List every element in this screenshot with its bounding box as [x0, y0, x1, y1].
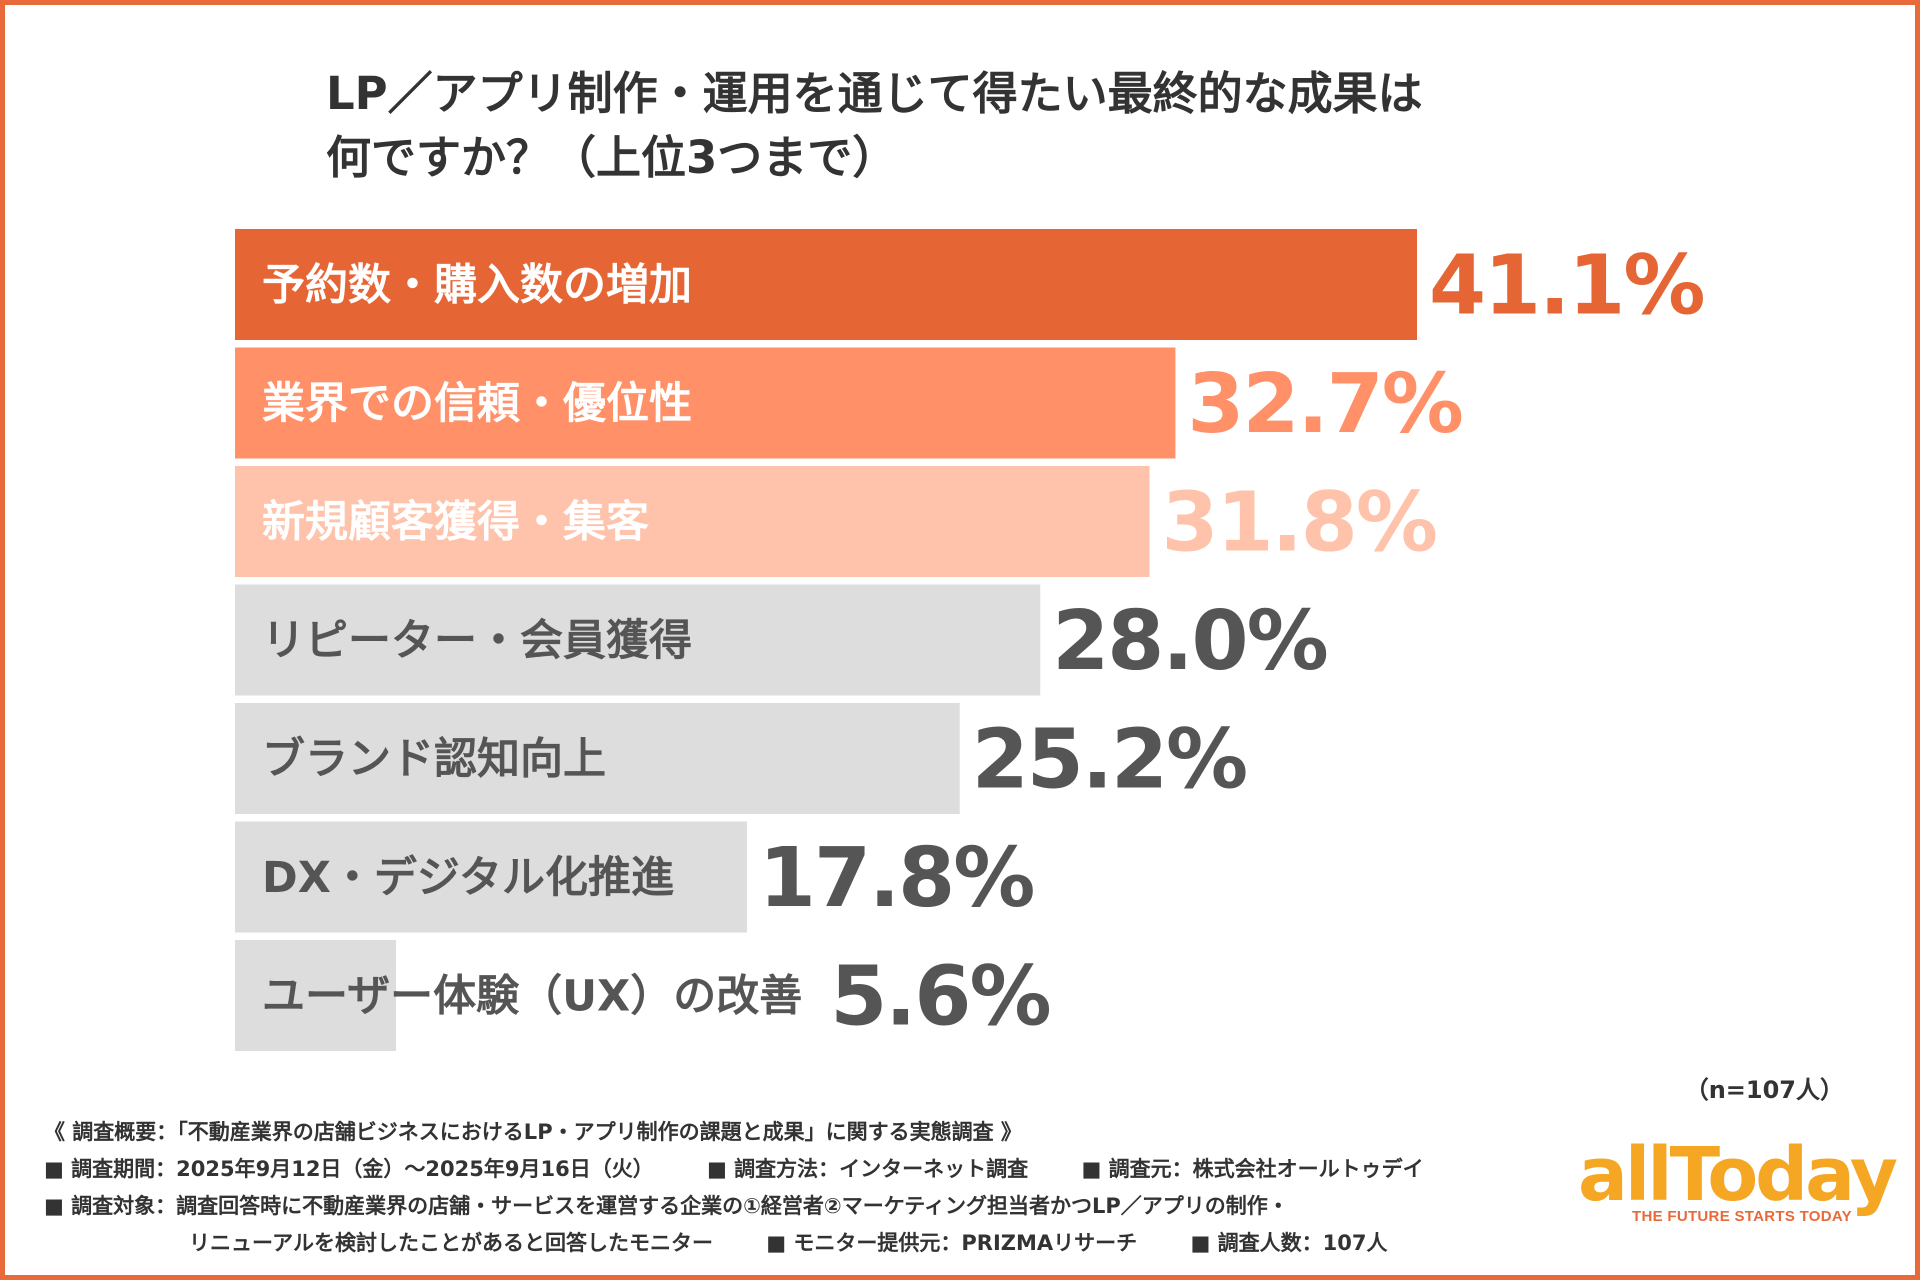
value-label-2: 32.7%	[1187, 357, 1461, 452]
survey-target-continued: リニューアルを検討したことがあると回答したモニター	[189, 1231, 713, 1255]
chart-title-line-2: 何ですか？（上位3つまで）	[326, 131, 898, 184]
chart-title-line-1: LP／アプリ制作・運用を通じて得たい最終的な成果は	[326, 67, 1423, 120]
value-label-5: 25.2%	[972, 713, 1246, 808]
survey-notes: 《 調査概要：「不動産業界の店舗ビジネスにおけるLP・アプリ制作の課題と成果」に…	[44, 1114, 1544, 1262]
bar-label-5: ブランド認知向上	[262, 735, 606, 785]
bar-7	[235, 940, 397, 1051]
bar-6	[235, 821, 747, 933]
value-label-3: 31.8%	[1162, 476, 1436, 571]
bar-2	[235, 347, 1176, 459]
bar-label-2: 業界での信頼・優位性	[262, 379, 692, 429]
survey-meta-row: ■ 調査期間：2025年9月12日（金）〜2025年9月16日（火） ■ 調査方…	[44, 1151, 1544, 1188]
logo-tagline: THE FUTURE STARTS TODAY	[1632, 1208, 1852, 1225]
bar-label-3: 新規顧客獲得・集客	[262, 498, 649, 548]
survey-target-row-2: リニューアルを検討したことがあると回答したモニター ■ モニター提供元：PRIZ…	[44, 1225, 1544, 1262]
bar-label-4: リピーター・会員獲得	[262, 616, 692, 666]
survey-target: ■ 調査対象：調査回答時に不動産業界の店舗・サービスを運営する企業の①経営者②マ…	[44, 1194, 1289, 1218]
bar-5	[235, 703, 960, 814]
survey-provider: ■ モニター提供元：PRIZMAリサーチ	[766, 1231, 1138, 1255]
survey-respondents: ■ 調査人数：107人	[1190, 1231, 1388, 1255]
survey-method: ■ 調査方法：インターネット調査	[707, 1157, 1029, 1181]
logo-wordmark: allToday	[1578, 1132, 1898, 1218]
company-logo: allToday THE FUTURE STARTS TODAY	[1578, 1138, 1898, 1228]
value-label-4: 28.0%	[1052, 594, 1326, 689]
bar-label-1: 予約数・購入数の増加	[262, 261, 692, 311]
bar-3	[235, 466, 1150, 577]
survey-organizer: ■ 調査元：株式会社オールトゥデイ	[1081, 1157, 1424, 1181]
bar-label-7: ユーザー体験（UX）の改善	[262, 972, 802, 1022]
value-label-6: 17.8%	[759, 831, 1033, 926]
bar-4	[235, 584, 1041, 696]
value-label-1: 41.1%	[1429, 239, 1703, 334]
chart-title: LP／アプリ制作・運用を通じて得たい最終的な成果は 何ですか？（上位3つまで）	[326, 62, 1626, 190]
survey-period: ■ 調査期間：2025年9月12日（金）〜2025年9月16日（火）	[44, 1157, 654, 1181]
bar-label-6: DX・デジタル化推進	[262, 853, 674, 903]
bar-1	[235, 229, 1417, 340]
survey-overview: 《 調査概要：「不動産業界の店舗ビジネスにおけるLP・アプリ制作の課題と成果」に…	[44, 1120, 1022, 1144]
sample-size: （n=107人）	[1684, 1076, 1844, 1104]
value-label-7: 5.6%	[830, 950, 1049, 1045]
